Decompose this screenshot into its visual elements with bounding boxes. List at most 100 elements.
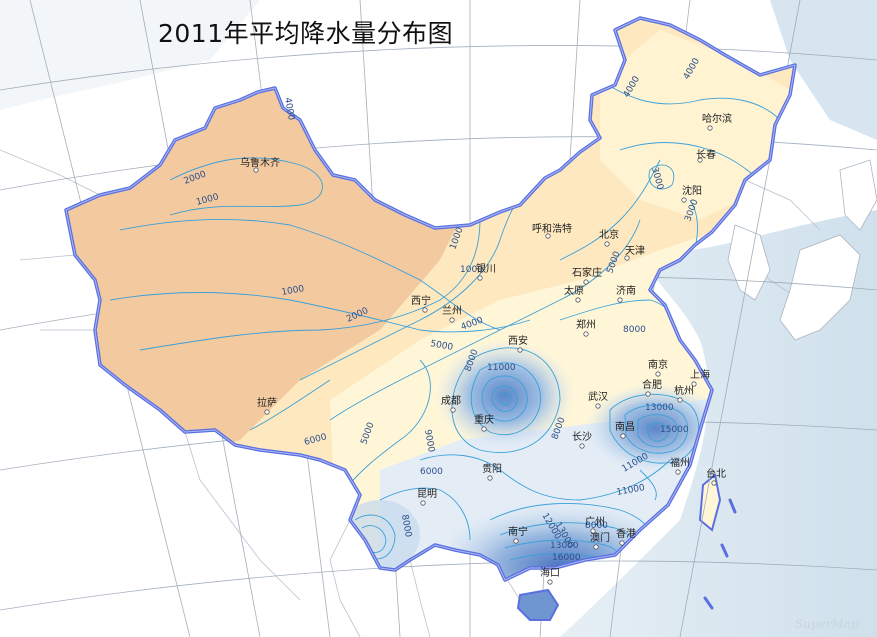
isoline-label: 4000 bbox=[282, 97, 296, 122]
city-label: 澳门 bbox=[590, 531, 610, 544]
city-marker: 太原 bbox=[564, 284, 584, 303]
watermark: SuperMap bbox=[795, 617, 859, 631]
city-label: 福州 bbox=[670, 456, 690, 469]
city-dot bbox=[253, 167, 259, 173]
isoline-label: 1000 bbox=[281, 284, 306, 298]
city-label: 海口 bbox=[540, 566, 560, 579]
city-dot bbox=[487, 475, 493, 481]
city-dot bbox=[583, 331, 589, 337]
city-marker: 石家庄 bbox=[572, 266, 602, 285]
city-dot bbox=[481, 426, 487, 432]
city-marker: 台北 bbox=[706, 467, 726, 486]
city-label: 石家庄 bbox=[572, 266, 602, 279]
city-dot bbox=[450, 407, 456, 413]
city-label: 广州 bbox=[585, 516, 605, 528]
isoline-label: 6000 bbox=[420, 467, 443, 477]
isoline-label: 9000 bbox=[422, 429, 436, 454]
city-marker: 南京 bbox=[648, 358, 668, 377]
city-marker: 哈尔滨 bbox=[702, 112, 732, 131]
city-marker: 西安 bbox=[508, 334, 528, 353]
city-label: 长沙 bbox=[572, 431, 592, 443]
city-marker: 乌鲁木齐 bbox=[240, 156, 280, 173]
city-marker: 呼和浩特 bbox=[532, 223, 572, 239]
city-marker: 成都 bbox=[441, 395, 461, 413]
city-dot bbox=[547, 579, 553, 585]
city-dot bbox=[590, 528, 596, 534]
isoline-label: 1000 bbox=[460, 265, 483, 275]
city-label: 拉萨 bbox=[257, 396, 277, 409]
city-dot bbox=[593, 544, 599, 550]
city-marker: 澳门 bbox=[590, 531, 610, 550]
city-label: 济南 bbox=[616, 284, 636, 297]
city-dot bbox=[449, 317, 455, 323]
city-marker: 上海 bbox=[690, 368, 710, 387]
city-label: 郑州 bbox=[576, 318, 596, 331]
city-label: 北京 bbox=[599, 228, 619, 241]
city-label: 武汉 bbox=[588, 390, 608, 403]
city-dot bbox=[655, 371, 661, 377]
isoline-label: 15000 bbox=[660, 425, 689, 435]
city-dot bbox=[707, 125, 713, 131]
city-label: 太原 bbox=[564, 284, 584, 297]
city-label: 沈阳 bbox=[682, 184, 702, 197]
city-dot bbox=[691, 381, 697, 387]
city-label: 昆明 bbox=[417, 488, 437, 500]
city-label: 南昌 bbox=[615, 420, 635, 433]
city-label: 合肥 bbox=[642, 378, 662, 391]
city-dot bbox=[681, 197, 687, 203]
city-label: 成都 bbox=[441, 395, 461, 407]
city-label: 南宁 bbox=[508, 525, 528, 538]
city-marker: 南昌 bbox=[615, 420, 635, 439]
city-dot bbox=[513, 538, 519, 544]
city-label: 长春 bbox=[696, 149, 716, 161]
isoline-label: 11000 bbox=[616, 483, 646, 498]
city-marker: 合肥 bbox=[642, 378, 662, 397]
city-dot bbox=[620, 433, 626, 439]
city-label: 杭州 bbox=[674, 384, 694, 397]
city-marker: 重庆 bbox=[474, 413, 494, 432]
city-label: 银川 bbox=[476, 262, 496, 275]
city-marker: 杭州 bbox=[674, 384, 694, 403]
city-marker: 长沙 bbox=[572, 431, 592, 449]
city-marker: 北京 bbox=[599, 228, 619, 247]
city-dot bbox=[583, 279, 589, 285]
city-dot bbox=[575, 297, 581, 303]
city-dot bbox=[422, 307, 428, 313]
city-marker: 长春 bbox=[696, 149, 716, 163]
city-label: 贵阳 bbox=[482, 462, 502, 475]
city-label: 哈尔滨 bbox=[702, 112, 732, 125]
city-marker: 天津 bbox=[624, 245, 645, 261]
city-label: 呼和浩特 bbox=[532, 223, 572, 235]
city-dot bbox=[579, 443, 585, 449]
isoline-label: 8000 bbox=[399, 514, 413, 539]
city-dot bbox=[617, 297, 623, 303]
city-label: 西安 bbox=[508, 334, 528, 347]
city-marker: 郑州 bbox=[576, 318, 596, 337]
city-dot bbox=[545, 233, 551, 239]
city-marker: 银川 bbox=[476, 262, 496, 281]
city-dot bbox=[517, 347, 523, 353]
isoline-label: 5000 bbox=[429, 339, 454, 353]
isoline-label: 11000 bbox=[487, 363, 516, 373]
city-marker: 武汉 bbox=[588, 390, 608, 409]
city-dot bbox=[675, 469, 681, 475]
city-marker: 南宁 bbox=[508, 525, 528, 544]
city-marker: 香港 bbox=[616, 528, 636, 546]
city-dot bbox=[595, 403, 601, 409]
city-dot bbox=[619, 540, 625, 546]
city-marker: 西宁 bbox=[411, 294, 431, 313]
city-dot bbox=[645, 391, 651, 397]
city-marker: 济南 bbox=[616, 284, 636, 303]
city-dot bbox=[697, 157, 703, 163]
city-label: 上海 bbox=[690, 368, 710, 381]
city-label: 南京 bbox=[648, 358, 668, 371]
city-dot bbox=[264, 409, 270, 415]
isoline-label: 13000 bbox=[645, 403, 674, 413]
city-dot bbox=[677, 397, 683, 403]
city-label: 台北 bbox=[706, 467, 726, 480]
city-marker: 贵阳 bbox=[482, 462, 502, 481]
isoline-label: 8000 bbox=[585, 521, 608, 531]
